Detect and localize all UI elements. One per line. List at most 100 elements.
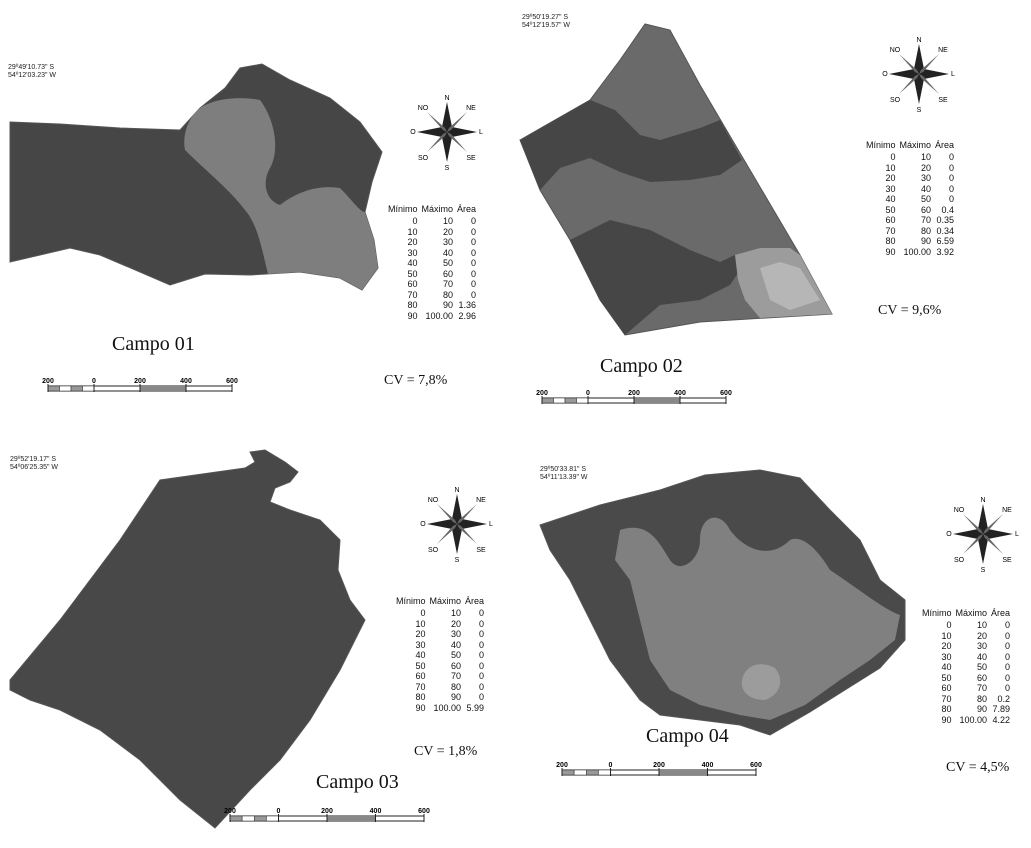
legend-max: 90 bbox=[977, 704, 988, 714]
compass-no: NO bbox=[890, 47, 901, 54]
scale-bar-segment bbox=[327, 816, 376, 821]
legend-max: 10 bbox=[451, 608, 462, 618]
compass-ne: NE bbox=[466, 105, 476, 112]
legend-header-area: Área bbox=[457, 204, 477, 214]
compass-so: SO bbox=[954, 557, 965, 564]
legend-header-min: Mínimo bbox=[866, 140, 896, 150]
scale-tick-label: 600 bbox=[750, 762, 762, 769]
legend-min: 80 bbox=[407, 300, 418, 310]
scale-bar: 200 0 200 400 600 bbox=[224, 808, 430, 822]
legend-min: 40 bbox=[885, 194, 896, 204]
cv-label: CV = 4,5% bbox=[946, 760, 1010, 775]
compass-o: O bbox=[420, 521, 426, 528]
scale-tick-label: 200 bbox=[42, 378, 54, 385]
latitude: 29º50'33.81" S bbox=[540, 466, 587, 473]
legend-min: 70 bbox=[415, 681, 426, 692]
longitude: 54º12'19.57" W bbox=[522, 22, 571, 29]
compass-o: O bbox=[946, 531, 952, 538]
scale-tick-label: 0 bbox=[586, 390, 590, 397]
compass-no: NO bbox=[418, 105, 429, 112]
legend-area: 0 bbox=[1005, 620, 1011, 630]
scale-tick-label: 600 bbox=[720, 390, 732, 397]
compass-se: SE bbox=[476, 547, 486, 554]
legend-max: 80 bbox=[451, 681, 462, 692]
legend-max: 50 bbox=[451, 650, 462, 660]
legend-area: 0 bbox=[949, 162, 955, 173]
compass-ne: NE bbox=[938, 47, 948, 54]
legend-row: 40 50 0 bbox=[920, 662, 1012, 673]
compass-o: O bbox=[410, 129, 416, 136]
compass-so: SO bbox=[418, 155, 429, 162]
legend-table: Mínimo Máximo Área 0 10 0 10 20 0 20 30 0 30 40 0 40 50 0… bbox=[386, 202, 478, 321]
legend-area: 0 bbox=[479, 629, 485, 639]
compass-no: NO bbox=[428, 497, 439, 504]
scale-bar-subdivision bbox=[47, 385, 60, 392]
latitude: 29º52'19.17" S bbox=[10, 456, 57, 463]
scale-bar-subdivision bbox=[70, 385, 83, 392]
legend-header-area: Área bbox=[465, 596, 485, 606]
legend-area: 0 bbox=[471, 258, 477, 268]
legend-min: 30 bbox=[415, 639, 426, 650]
legend-min: 10 bbox=[941, 630, 952, 641]
legend-min: 10 bbox=[415, 618, 426, 629]
compass-ne: NE bbox=[476, 497, 486, 504]
compass-ne: NE bbox=[1002, 507, 1012, 514]
legend-max: 30 bbox=[443, 237, 454, 247]
scale-bar-subdivision bbox=[598, 769, 611, 776]
compass-l: L bbox=[479, 129, 483, 136]
legend-min: 90 bbox=[885, 246, 896, 257]
legend-area: 1.36 bbox=[458, 300, 477, 310]
coordinate-label: 29º52'19.17" S 54º06'25.35" W bbox=[10, 456, 58, 472]
scale-bar-subdivision bbox=[82, 385, 95, 392]
scale-bar-subdivision bbox=[541, 397, 554, 404]
legend-area: 0 bbox=[949, 152, 955, 162]
legend-row: 70 80 0 bbox=[386, 290, 478, 301]
compass-s: S bbox=[981, 567, 986, 574]
legend-area: 0 bbox=[471, 268, 477, 279]
scale-bar-subdivision bbox=[586, 769, 599, 776]
legend-row: 30 40 0 bbox=[864, 184, 956, 195]
compass-n: N bbox=[444, 95, 449, 102]
legend-row: 50 60 0 bbox=[920, 673, 1012, 684]
field-title: Campo 01 bbox=[112, 333, 195, 355]
legend-min: 0 bbox=[890, 152, 896, 162]
scale-tick-label: 200 bbox=[556, 762, 568, 769]
legend-row: 80 90 6.59 bbox=[864, 236, 956, 247]
scale-tick-label: 200 bbox=[628, 390, 640, 397]
legend-max: 50 bbox=[977, 662, 988, 672]
legend-max: 70 bbox=[921, 215, 932, 225]
legend-row: 30 40 0 bbox=[920, 652, 1012, 663]
field-title: Campo 04 bbox=[646, 725, 729, 747]
legend-table: Mínimo Máximo Área 0 10 0 10 20 0 20 30 0 30 40 0 40 50 0… bbox=[920, 606, 1012, 725]
compass-se: SE bbox=[938, 97, 948, 104]
legend-row: 30 40 0 bbox=[394, 640, 486, 651]
legend-max: 40 bbox=[451, 639, 462, 650]
legend-min: 60 bbox=[885, 215, 896, 225]
legend-area: 0 bbox=[1005, 662, 1011, 672]
legend-min: 0 bbox=[412, 216, 418, 226]
legend-row: 20 30 0 bbox=[386, 237, 478, 248]
legend-max: 30 bbox=[977, 641, 988, 651]
compass-rose-icon: N NE L SE S SO O NO bbox=[882, 37, 955, 114]
scale-bar-subdivision bbox=[564, 397, 577, 404]
legend-min: 60 bbox=[941, 683, 952, 693]
scale-bar-subdivision bbox=[254, 815, 267, 822]
legend-area: 0 bbox=[949, 173, 955, 183]
legend-area: 6.59 bbox=[936, 236, 955, 246]
compass-se: SE bbox=[466, 155, 476, 162]
legend-row: 70 80 0 bbox=[394, 682, 486, 693]
cv-label: CV = 1,8% bbox=[414, 744, 478, 759]
scale-tick-label: 200 bbox=[134, 378, 146, 385]
legend-min: 50 bbox=[941, 672, 952, 683]
legend-row: 10 20 0 bbox=[864, 163, 956, 174]
legend-area: 7.89 bbox=[992, 704, 1011, 714]
legend-area: 0 bbox=[471, 226, 477, 237]
legend-max: 50 bbox=[921, 194, 932, 204]
legend-header-max: Máximo bbox=[421, 204, 454, 214]
legend-header-max: Máximo bbox=[429, 596, 462, 606]
legend-row: 20 30 0 bbox=[394, 629, 486, 640]
legend-min: 30 bbox=[941, 651, 952, 662]
legend-max: 90 bbox=[451, 692, 462, 702]
legend-max: 70 bbox=[977, 683, 988, 693]
